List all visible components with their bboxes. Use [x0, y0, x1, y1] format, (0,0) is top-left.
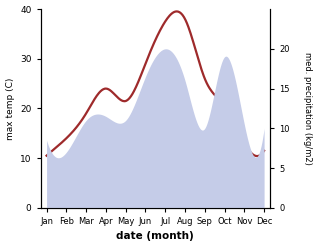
X-axis label: date (month): date (month) [116, 231, 194, 242]
Y-axis label: med. precipitation (kg/m2): med. precipitation (kg/m2) [303, 52, 313, 165]
Y-axis label: max temp (C): max temp (C) [5, 77, 15, 140]
